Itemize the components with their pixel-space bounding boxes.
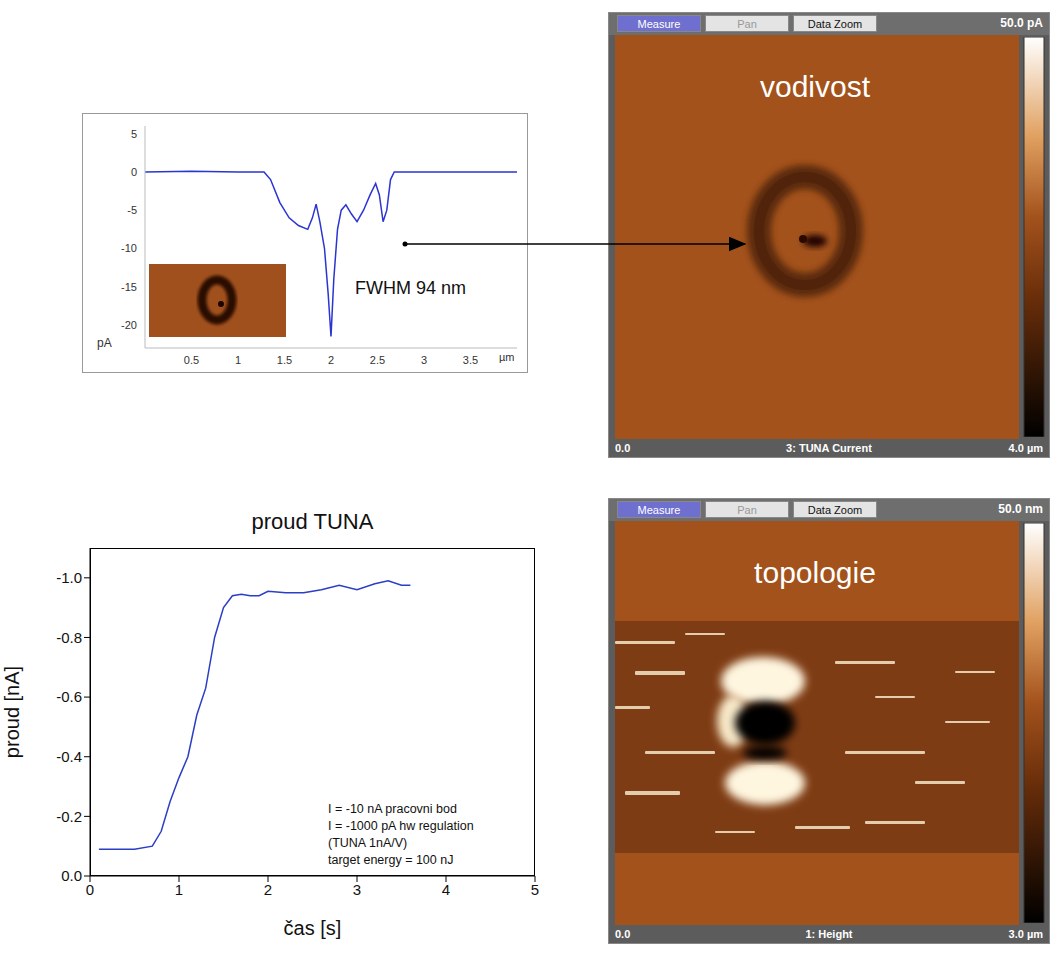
svg-text:0.5: 0.5 bbox=[184, 354, 199, 366]
svg-text:5: 5 bbox=[131, 128, 137, 140]
html-text:50.0 pA: 50.0 pA bbox=[1000, 16, 1043, 30]
svg-text:5: 5 bbox=[531, 881, 539, 898]
svg-text:vodivost: vodivost bbox=[760, 70, 871, 103]
svg-text:čas [s]: čas [s] bbox=[284, 917, 342, 939]
html-text:3: TUNA Current: 3: TUNA Current bbox=[786, 442, 872, 454]
html-text:Data Zoom: Data Zoom bbox=[807, 504, 863, 516]
svg-text:1.5: 1.5 bbox=[277, 354, 292, 366]
svg-text:0: 0 bbox=[131, 166, 137, 178]
html-text:proud TUNA: proud TUNA bbox=[251, 509, 374, 534]
html-text:FWHM 94 nm: FWHM 94 nm bbox=[355, 278, 466, 298]
html-text:Measure: Measure bbox=[637, 18, 681, 30]
svg-text:3: 3 bbox=[353, 881, 361, 898]
html-text:Measure: Measure bbox=[637, 504, 681, 516]
html-text:Pan: Pan bbox=[737, 18, 757, 30]
svg-text:topologie: topologie bbox=[754, 556, 876, 589]
html-text:3.0 µm: 3.0 µm bbox=[1008, 928, 1043, 940]
svg-text:-20: -20 bbox=[121, 319, 137, 331]
svg-text:4: 4 bbox=[442, 881, 450, 898]
html-text:µm: µm bbox=[499, 351, 515, 363]
svg-text:-15: -15 bbox=[121, 281, 137, 293]
html-text:0.0: 0.0 bbox=[615, 442, 631, 454]
svg-text:2.5: 2.5 bbox=[370, 354, 385, 366]
html-text:1: Height: 1: Height bbox=[805, 928, 853, 940]
html-text:pA: pA bbox=[97, 336, 112, 350]
svg-text:-1.0: -1.0 bbox=[56, 569, 82, 586]
svg-text:1: 1 bbox=[235, 354, 241, 366]
html-text:50.0 nm: 50.0 nm bbox=[998, 502, 1043, 516]
html-text:0.0: 0.0 bbox=[615, 928, 631, 940]
svg-text:2: 2 bbox=[264, 881, 272, 898]
svg-text:-5: -5 bbox=[127, 204, 137, 216]
svg-text:-0.2: -0.2 bbox=[56, 808, 82, 825]
svg-text:1: 1 bbox=[175, 881, 183, 898]
html-text:Pan: Pan bbox=[737, 504, 757, 516]
svg-text:3.5: 3.5 bbox=[463, 354, 478, 366]
html-text:(TUNA 1nA/V): (TUNA 1nA/V) bbox=[328, 836, 408, 850]
svg-text:0: 0 bbox=[86, 881, 94, 898]
svg-text:-10: -10 bbox=[121, 242, 137, 254]
html-text:target energy = 100 nJ: target energy = 100 nJ bbox=[328, 853, 454, 867]
svg-text:0.0: 0.0 bbox=[61, 867, 82, 884]
svg-text:-0.4: -0.4 bbox=[56, 748, 82, 765]
svg-text:3: 3 bbox=[421, 354, 427, 366]
svg-text:proud [nA]: proud [nA] bbox=[1, 666, 23, 758]
svg-text:-0.8: -0.8 bbox=[56, 629, 82, 646]
svg-text:-0.6: -0.6 bbox=[56, 688, 82, 705]
html-text:Data Zoom: Data Zoom bbox=[807, 18, 863, 30]
html-text:I = -1000 pA hw regulation: I = -1000 pA hw regulation bbox=[328, 819, 474, 833]
svg-text:2: 2 bbox=[328, 354, 334, 366]
html-text:I = -10 nA pracovni bod: I = -10 nA pracovni bod bbox=[328, 802, 457, 816]
html-text:4.0 µm: 4.0 µm bbox=[1008, 442, 1043, 454]
